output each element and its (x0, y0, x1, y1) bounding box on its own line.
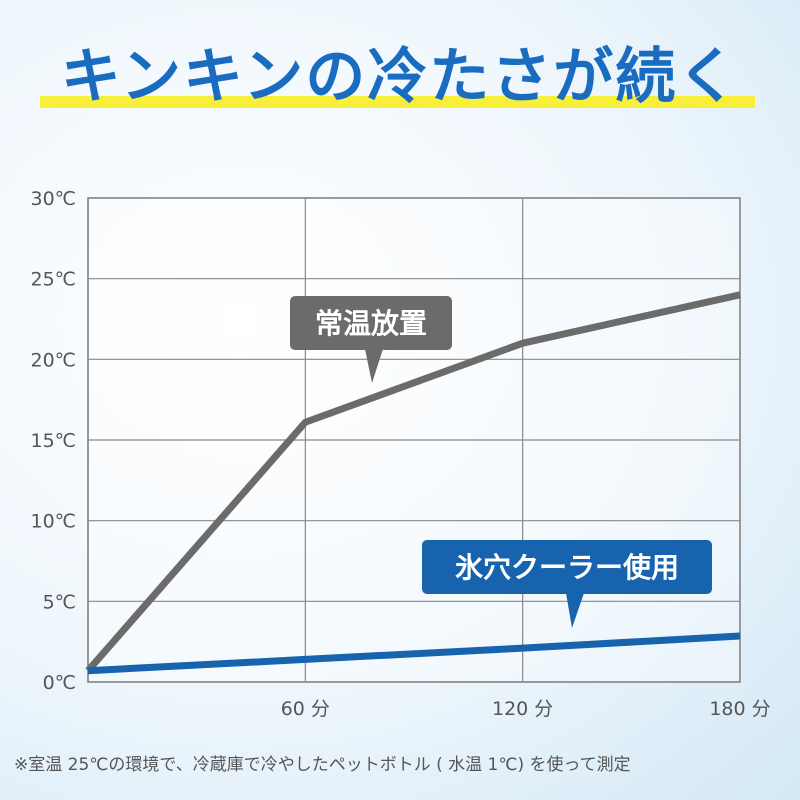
y-tick-label: 5℃ (43, 591, 76, 613)
chart-title: キンキンの冷たさが続く (60, 42, 740, 112)
callout: 常温放置 (290, 296, 452, 383)
series-line (87, 632, 741, 675)
callout-box (290, 296, 452, 350)
callout-pointer (566, 593, 584, 628)
series-line (85, 291, 741, 674)
callout-box (422, 540, 712, 594)
callout-pointer (365, 349, 383, 383)
series-label: 常温放置 (315, 307, 427, 340)
x-tick-label: 120 分 (492, 698, 553, 720)
x-tick-label: 180 分 (709, 698, 770, 720)
y-tick-label: 30℃ (30, 188, 76, 210)
callout: 氷穴クーラー使用 (422, 540, 712, 628)
y-tick-label: 15℃ (30, 430, 76, 452)
y-tick-label: 25℃ (30, 269, 76, 291)
y-tick-label: 0℃ (43, 672, 76, 694)
y-tick-label: 10℃ (30, 511, 76, 533)
x-tick-label: 60 分 (281, 698, 330, 720)
footnote: ※室温 25℃の環境で、冷蔵庫で冷やしたペットボトル ( 水温 1℃) を使って… (14, 755, 631, 775)
series-label: 氷穴クーラー使用 (455, 551, 679, 584)
y-tick-label: 20℃ (30, 349, 76, 371)
title-underline (40, 96, 755, 108)
